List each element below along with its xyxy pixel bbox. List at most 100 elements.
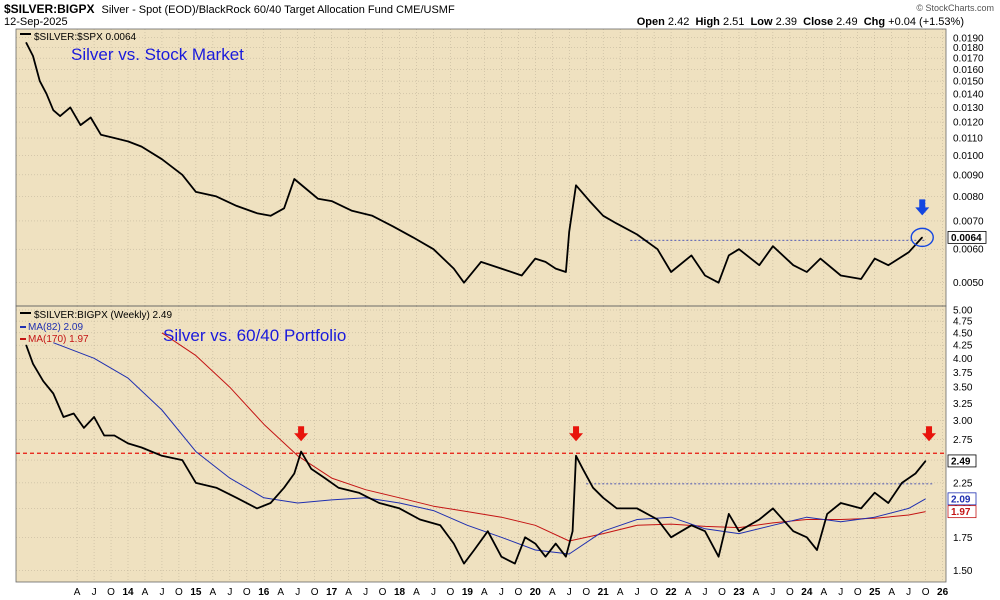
data-point-silver-bigpx: [565, 556, 566, 557]
data-point-silver-spx: [141, 146, 142, 147]
data-point-silver-spx: [569, 231, 570, 232]
low-label: Low: [751, 16, 773, 28]
data-point-silver-spx: [46, 93, 47, 94]
data-point-silver-bigpx: [718, 556, 719, 557]
panel-bg-top: [16, 29, 946, 306]
data-point-silver-bigpx: [440, 525, 441, 526]
y-tick-label-top: 0.0110: [953, 134, 983, 145]
data-point-silver-bigpx: [453, 543, 454, 544]
chg-label: Chg: [864, 16, 885, 28]
data-point-silver-bigpx: [816, 549, 817, 550]
data-point-silver-spx: [39, 81, 40, 82]
stockcharts-watermark: © StockCharts.com: [916, 3, 994, 13]
data-point-silver-bigpx: [901, 482, 902, 483]
data-point-silver-bigpx: [874, 492, 875, 493]
data-point-silver-spx: [351, 210, 352, 211]
data-point-silver-bigpx: [728, 513, 729, 514]
data-point-silver-bigpx: [161, 455, 162, 456]
y-tick-label-bottom: 2.25: [953, 478, 973, 489]
data-point-silver-spx: [372, 215, 373, 216]
x-tick-label: A: [549, 587, 556, 598]
y-tick-label-bottom: 3.25: [953, 399, 973, 410]
data-point-silver-spx: [759, 265, 760, 266]
ma82-value-badge: 2.09: [951, 494, 971, 505]
data-point-silver-bigpx: [93, 416, 94, 417]
y-tick-label-top: 0.0100: [953, 151, 984, 162]
legend-swatch-ma170: [20, 338, 26, 340]
y-tick-label-top: 0.0150: [953, 77, 984, 88]
data-point-silver-bigpx: [501, 556, 502, 557]
x-tick-label: A: [753, 587, 760, 598]
data-point-silver-spx: [861, 278, 862, 279]
ohlc-readout: Open 2.42 High 2.51 Low 2.39 Close 2.49 …: [637, 16, 964, 28]
data-point-silver-spx: [922, 237, 923, 238]
x-tick-label: 26: [937, 587, 949, 598]
x-tick-label: O: [582, 587, 590, 598]
open-label: Open: [637, 16, 665, 28]
data-point-silver-spx: [60, 115, 61, 116]
x-tick-label: A: [277, 587, 284, 598]
y-tick-label-top: 0.0050: [953, 278, 984, 289]
x-tick-label: O: [514, 587, 522, 598]
data-point-silver-spx: [545, 261, 546, 262]
x-tick-label: J: [838, 587, 843, 598]
data-point-silver-bigpx: [32, 363, 33, 364]
data-point-silver-spx: [304, 187, 305, 188]
x-tick-label: J: [906, 587, 911, 598]
y-tick-label-top: 0.0090: [953, 170, 984, 181]
legend-silver-spx: $SILVER:$SPX 0.0064: [34, 32, 137, 43]
data-point-silver-bigpx: [216, 487, 217, 488]
data-point-silver-bigpx: [772, 508, 773, 509]
data-point-silver-bigpx: [759, 519, 760, 520]
x-tick-label: 17: [326, 587, 338, 598]
data-point-silver-spx: [806, 271, 807, 272]
data-point-silver-spx: [270, 215, 271, 216]
x-tick-label: 25: [869, 587, 881, 598]
close-value: 2.49: [836, 16, 857, 28]
x-tick-label: A: [888, 587, 895, 598]
y-tick-label-bottom: 4.00: [953, 354, 973, 365]
data-point-silver-spx: [453, 268, 454, 269]
x-tick-label: 22: [666, 587, 678, 598]
y-tick-label-bottom: 4.25: [953, 341, 973, 352]
data-point-silver-spx: [888, 265, 889, 266]
x-tick-label: J: [227, 587, 232, 598]
x-tick-label: A: [210, 587, 217, 598]
x-tick-label: O: [243, 587, 251, 598]
data-point-silver-bigpx: [127, 443, 128, 444]
data-point-silver-bigpx: [806, 537, 807, 538]
chart-date: 12-Sep-2025: [4, 16, 68, 28]
x-tick-label: J: [159, 587, 164, 598]
data-point-silver-spx: [32, 55, 33, 56]
x-tick-label: O: [447, 587, 455, 598]
x-tick-label: O: [311, 587, 319, 598]
data-point-silver-spx: [535, 258, 536, 259]
x-tick-label: 19: [462, 587, 474, 598]
data-point-silver-bigpx: [26, 345, 27, 346]
x-tick-label: A: [413, 587, 420, 598]
data-point-silver-spx: [521, 275, 522, 276]
data-point-silver-bigpx: [182, 459, 183, 460]
data-point-silver-spx: [772, 246, 773, 247]
data-point-silver-spx: [331, 200, 332, 201]
x-tick-label: J: [363, 587, 368, 598]
data-point-silver-bigpx: [704, 531, 705, 532]
data-point-silver-spx: [216, 196, 217, 197]
x-tick-label: J: [703, 587, 708, 598]
data-point-silver-bigpx: [670, 537, 671, 538]
data-point-silver-bigpx: [195, 482, 196, 483]
data-point-silver-bigpx: [256, 508, 257, 509]
data-point-silver-bigpx: [657, 519, 658, 520]
data-point-silver-spx: [392, 226, 393, 227]
y-tick-label-bottom: 1.50: [953, 566, 973, 577]
y-tick-label-top: 0.0170: [953, 54, 984, 65]
data-point-silver-bigpx: [793, 531, 794, 532]
data-point-silver-spx: [463, 282, 464, 283]
open-value: 2.42: [668, 16, 689, 28]
last-value-badge-bigpx: 2.49: [951, 456, 971, 467]
data-point-silver-spx: [480, 261, 481, 262]
legend-swatch-silver-spx: [20, 33, 31, 35]
y-tick-label-top: 0.0120: [953, 118, 984, 129]
data-point-silver-bigpx: [270, 502, 271, 503]
y-tick-label-bottom: 5.00: [953, 306, 973, 317]
